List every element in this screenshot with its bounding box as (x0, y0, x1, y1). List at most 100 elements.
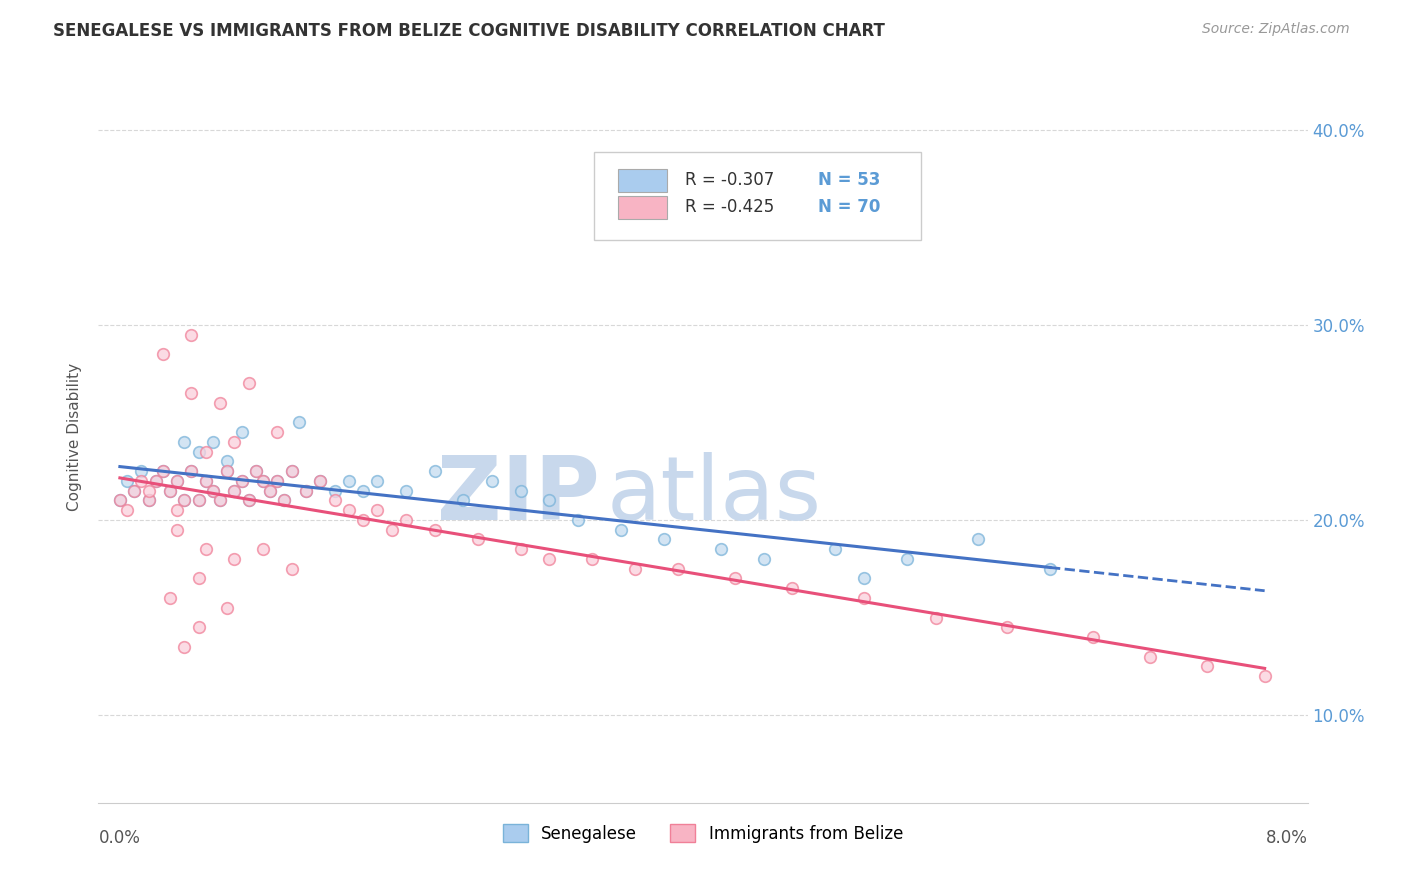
Point (180, 386, 202, 401)
Point (666, 562, 689, 576)
Point (231, 425, 253, 440)
Point (538, 552, 561, 566)
Point (538, 493, 561, 508)
Point (509, 542, 531, 557)
FancyBboxPatch shape (619, 169, 666, 192)
Point (266, 425, 288, 440)
Point (224, 552, 246, 566)
Point (280, 562, 302, 576)
Point (209, 493, 232, 508)
Point (924, 610, 946, 624)
Point (173, 493, 195, 508)
Text: R = -0.307: R = -0.307 (685, 170, 775, 188)
Point (259, 483, 281, 498)
Point (131, 474, 153, 488)
Point (1139, 649, 1161, 664)
Point (159, 483, 181, 498)
Point (138, 493, 160, 508)
Y-axis label: Cognitive Disability: Cognitive Disability (67, 363, 83, 511)
Point (710, 542, 733, 557)
Text: Source: ZipAtlas.com: Source: ZipAtlas.com (1202, 22, 1350, 37)
Point (187, 620, 209, 634)
Point (152, 464, 174, 478)
Point (194, 474, 217, 488)
Point (217, 600, 239, 615)
Point (187, 444, 209, 458)
Point (166, 523, 188, 537)
FancyBboxPatch shape (619, 195, 666, 219)
Point (238, 376, 260, 391)
Point (967, 533, 990, 547)
Point (366, 503, 388, 517)
Point (852, 591, 875, 605)
Point (173, 434, 195, 449)
Point (138, 483, 160, 498)
Point (166, 474, 188, 488)
Point (252, 474, 274, 488)
Text: N = 53: N = 53 (818, 170, 880, 188)
Point (252, 474, 274, 488)
Point (187, 493, 209, 508)
Point (309, 474, 332, 488)
Point (252, 542, 274, 557)
Point (567, 513, 589, 527)
Point (453, 493, 475, 508)
Point (287, 416, 309, 430)
Point (122, 483, 145, 498)
Point (115, 503, 138, 517)
Point (194, 542, 217, 557)
Point (337, 474, 360, 488)
Point (852, 572, 875, 586)
Point (266, 474, 288, 488)
Text: atlas: atlas (606, 452, 821, 539)
Point (180, 464, 202, 478)
Point (423, 523, 446, 537)
Point (115, 474, 138, 488)
Text: N = 70: N = 70 (818, 198, 880, 216)
Text: 8.0%: 8.0% (1265, 829, 1308, 847)
Point (131, 464, 153, 478)
Point (201, 483, 224, 498)
Point (159, 591, 181, 605)
Point (752, 552, 775, 566)
Point (1039, 562, 1062, 576)
Point (187, 572, 209, 586)
Point (509, 483, 531, 498)
Point (273, 493, 295, 508)
Point (995, 620, 1018, 634)
Point (238, 493, 260, 508)
Point (180, 464, 202, 478)
Point (224, 483, 246, 498)
Legend: Senegalese, Immigrants from Belize: Senegalese, Immigrants from Belize (496, 818, 910, 849)
Point (245, 464, 267, 478)
FancyBboxPatch shape (595, 152, 921, 240)
Point (352, 483, 374, 498)
Point (152, 464, 174, 478)
Point (138, 493, 160, 508)
Point (395, 513, 418, 527)
Point (280, 464, 302, 478)
Point (108, 493, 131, 508)
Point (323, 483, 346, 498)
Point (1197, 659, 1219, 673)
Point (201, 434, 224, 449)
Point (724, 572, 747, 586)
Point (896, 552, 918, 566)
Point (201, 483, 224, 498)
Point (309, 474, 332, 488)
Point (273, 493, 295, 508)
Point (395, 483, 418, 498)
Point (295, 483, 318, 498)
Point (217, 464, 239, 478)
Text: ZIP: ZIP (437, 452, 600, 539)
Point (280, 464, 302, 478)
Point (824, 542, 846, 557)
Point (145, 474, 167, 488)
Point (423, 464, 446, 478)
Point (224, 434, 246, 449)
Point (173, 640, 195, 654)
Point (337, 503, 360, 517)
Point (217, 454, 239, 468)
Point (381, 523, 404, 537)
Point (108, 493, 131, 508)
